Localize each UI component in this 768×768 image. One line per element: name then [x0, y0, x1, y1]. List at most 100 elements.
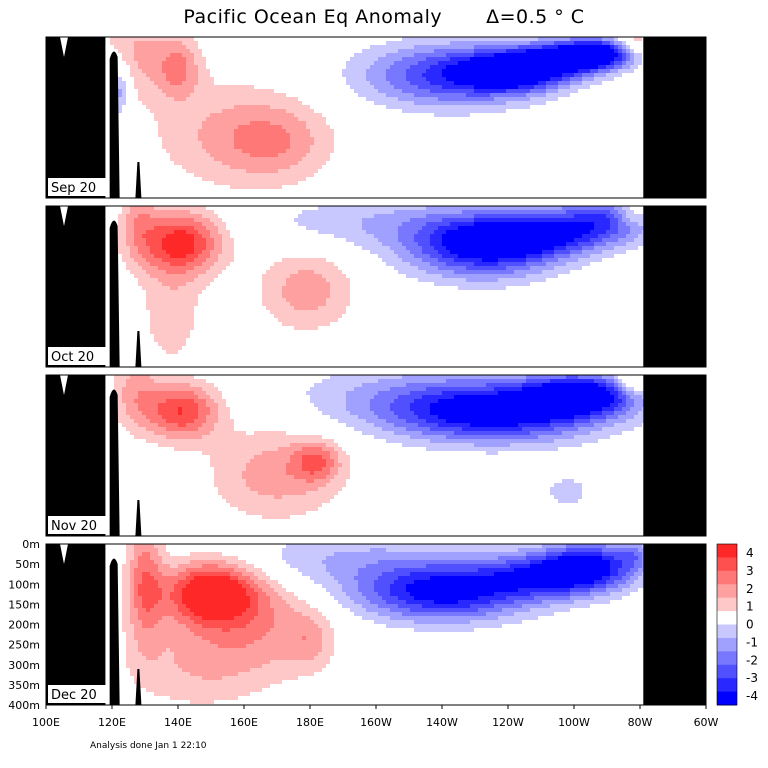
anomaly-cell: [166, 97, 170, 101]
anomaly-cell: [178, 69, 182, 73]
anomaly-cell: [446, 65, 450, 69]
anomaly-cell: [202, 161, 206, 165]
anomaly-cell: [322, 274, 326, 278]
anomaly-cell: [242, 109, 246, 113]
anomaly-cell: [482, 222, 486, 226]
anomaly-cell: [186, 242, 190, 246]
anomaly-cell: [190, 49, 194, 53]
anomaly-cell: [302, 266, 306, 270]
anomaly-cell: [406, 270, 410, 274]
anomaly-cell: [634, 246, 638, 250]
anomaly-cell: [590, 242, 594, 246]
anomaly-cell: [238, 185, 242, 189]
anomaly-cell: [174, 69, 178, 73]
anomaly-cell: [178, 37, 182, 41]
anomaly-cell: [394, 234, 398, 238]
anomaly-cell: [330, 274, 334, 278]
anomaly-cell: [490, 278, 494, 282]
anomaly-cell: [490, 246, 494, 250]
anomaly-cell: [294, 298, 298, 302]
anomaly-cell: [290, 153, 294, 157]
anomaly-cell: [150, 270, 154, 274]
anomaly-cell: [606, 53, 610, 57]
anomaly-cell: [478, 226, 482, 230]
anomaly-cell: [554, 93, 558, 97]
anomaly-cell: [598, 234, 602, 238]
anomaly-cell: [462, 254, 466, 258]
anomaly-cell: [474, 93, 478, 97]
anomaly-cell: [174, 238, 178, 242]
anomaly-cell: [154, 314, 158, 318]
anomaly-cell: [542, 274, 546, 278]
anomaly-cell: [146, 73, 150, 77]
anomaly-cell: [314, 117, 318, 121]
anomaly-cell: [430, 274, 434, 278]
anomaly-cell: [198, 238, 202, 242]
anomaly-cell: [442, 49, 446, 53]
anomaly-cell: [378, 210, 382, 214]
anomaly-cell: [170, 318, 174, 322]
anomaly-cell: [162, 314, 166, 318]
anomaly-cell: [158, 49, 162, 53]
anomaly-cell: [406, 258, 410, 262]
anomaly-cell: [306, 210, 310, 214]
anomaly-cell: [302, 117, 306, 121]
anomaly-cell: [130, 262, 134, 266]
anomaly-cell: [626, 65, 630, 69]
anomaly-cell: [510, 97, 514, 101]
anomaly-cell: [186, 286, 190, 290]
anomaly-cell: [538, 266, 542, 270]
anomaly-cell: [526, 81, 530, 85]
anomaly-cell: [358, 218, 362, 222]
anomaly-cell: [294, 169, 298, 173]
anomaly-cell: [158, 391, 162, 395]
anomaly-cell: [186, 117, 190, 121]
anomaly-cell: [478, 85, 482, 89]
anomaly-cell: [542, 77, 546, 81]
anomaly-cell: [394, 61, 398, 65]
anomaly-cell: [162, 77, 166, 81]
anomaly-cell: [282, 169, 286, 173]
anomaly-cell: [138, 258, 142, 262]
anomaly-cell: [438, 85, 442, 89]
anomaly-cell: [194, 53, 198, 57]
anomaly-cell: [402, 105, 406, 109]
anomaly-cell: [266, 137, 270, 141]
anomaly-cell: [458, 109, 462, 113]
anomaly-cell: [158, 326, 162, 330]
anomaly-cell: [134, 226, 138, 230]
anomaly-cell: [322, 258, 326, 262]
anomaly-cell: [166, 346, 170, 350]
anomaly-cell: [278, 314, 282, 318]
anomaly-cell: [346, 230, 350, 234]
anomaly-cell: [606, 254, 610, 258]
anomaly-cell: [434, 37, 438, 41]
anomaly-cell: [134, 262, 138, 266]
anomaly-cell: [562, 246, 566, 250]
anomaly-cell: [570, 73, 574, 77]
anomaly-cell: [194, 137, 198, 141]
anomaly-cell: [498, 254, 502, 258]
anomaly-cell: [302, 133, 306, 137]
anomaly-cell: [634, 53, 638, 57]
anomaly-cell: [266, 121, 270, 125]
anomaly-cell: [398, 93, 402, 97]
anomaly-cell: [506, 274, 510, 278]
anomaly-cell: [194, 294, 198, 298]
anomaly-cell: [366, 206, 370, 210]
anomaly-cell: [302, 270, 306, 274]
anomaly-cell: [138, 238, 142, 242]
anomaly-cell: [490, 73, 494, 77]
anomaly-cell: [374, 210, 378, 214]
anomaly-cell: [142, 230, 146, 234]
anomaly-cell: [258, 141, 262, 145]
anomaly-cell: [550, 85, 554, 89]
anomaly-cell: [406, 89, 410, 93]
anomaly-cell: [458, 73, 462, 77]
anomaly-cell: [198, 262, 202, 266]
anomaly-cell: [410, 85, 414, 89]
anomaly-cell: [246, 149, 250, 153]
anomaly-cell: [466, 206, 470, 210]
anomaly-cell: [178, 77, 182, 81]
anomaly-cell: [118, 85, 122, 89]
